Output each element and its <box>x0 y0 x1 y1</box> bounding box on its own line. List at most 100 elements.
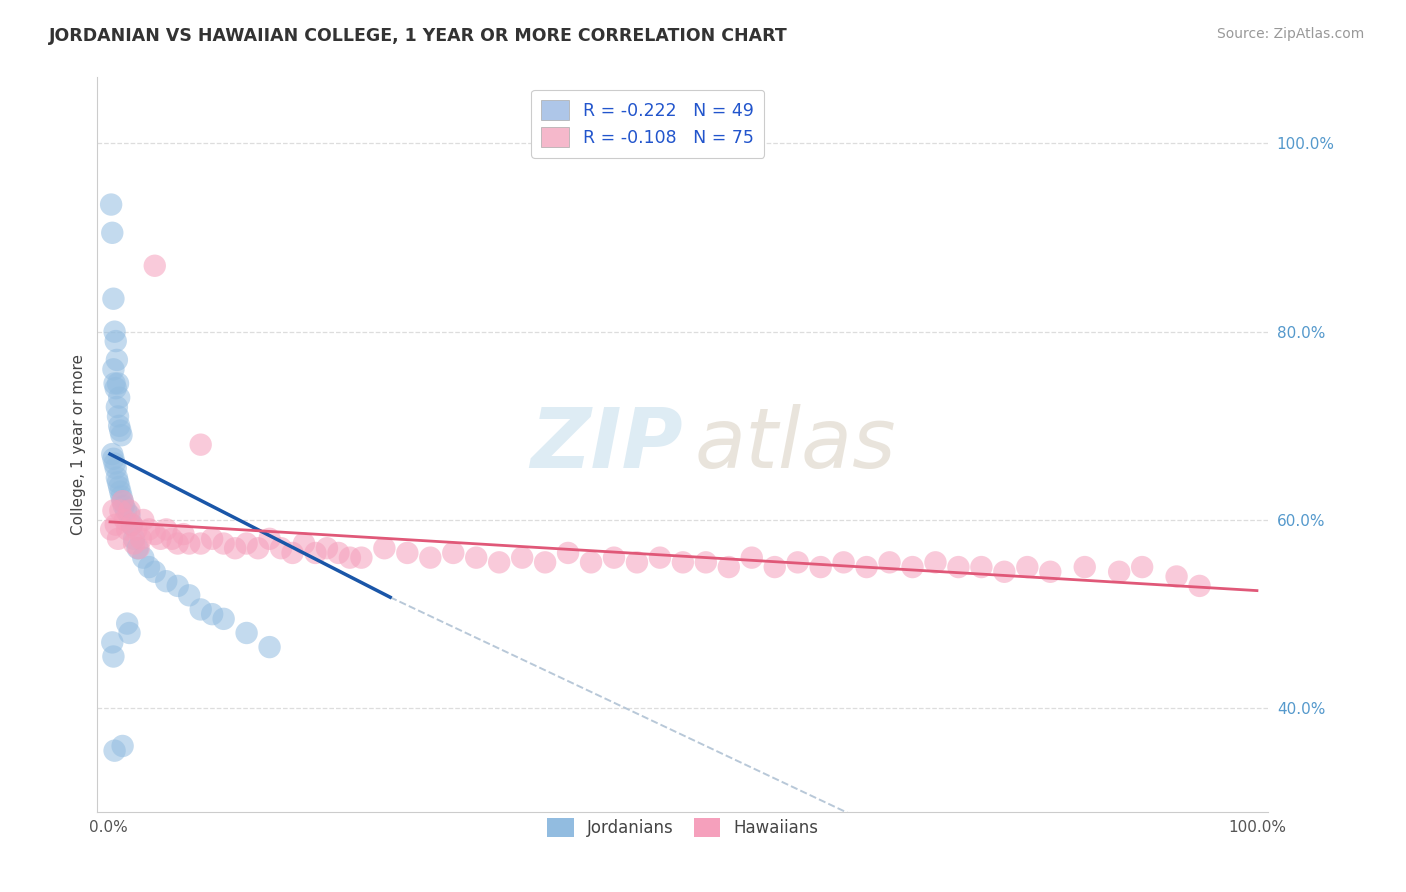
Point <box>138 560 160 574</box>
Point <box>155 574 177 589</box>
Point <box>110 490 132 504</box>
Point <box>100 522 122 536</box>
Point <box>190 536 212 550</box>
Point <box>118 626 141 640</box>
Point <box>190 602 212 616</box>
Point <box>129 532 152 546</box>
Point <box>350 550 373 565</box>
Point <box>125 522 148 536</box>
Point <box>166 579 188 593</box>
Point <box>672 555 695 569</box>
Point <box>100 197 122 211</box>
Point <box>717 560 740 574</box>
Point <box>127 541 149 556</box>
Point <box>270 541 292 556</box>
Point <box>235 626 257 640</box>
Point <box>879 555 901 569</box>
Point <box>832 555 855 569</box>
Point <box>304 546 326 560</box>
Point <box>328 546 350 560</box>
Point <box>1130 560 1153 574</box>
Point <box>855 560 877 574</box>
Point <box>105 352 128 367</box>
Point <box>534 555 557 569</box>
Point <box>103 649 125 664</box>
Point <box>1108 565 1130 579</box>
Text: atlas: atlas <box>695 404 896 485</box>
Point <box>111 739 134 753</box>
Point <box>110 484 132 499</box>
Point <box>1166 569 1188 583</box>
Point <box>121 517 143 532</box>
Point <box>1188 579 1211 593</box>
Point <box>104 334 127 348</box>
Point <box>111 494 134 508</box>
Point <box>235 536 257 550</box>
Point <box>741 550 763 565</box>
Point <box>259 640 281 654</box>
Point <box>104 461 127 475</box>
Point <box>281 546 304 560</box>
Point <box>339 550 361 565</box>
Point <box>101 447 124 461</box>
Point <box>105 470 128 484</box>
Point <box>122 536 145 550</box>
Point <box>488 555 510 569</box>
Point <box>763 560 786 574</box>
Point <box>557 546 579 560</box>
Point <box>103 325 125 339</box>
Point <box>316 541 339 556</box>
Text: Source: ZipAtlas.com: Source: ZipAtlas.com <box>1216 27 1364 41</box>
Point <box>143 565 166 579</box>
Point <box>212 612 235 626</box>
Point <box>419 550 441 565</box>
Point <box>114 513 136 527</box>
Point <box>107 409 129 424</box>
Point <box>132 513 155 527</box>
Point <box>212 536 235 550</box>
Point <box>103 457 125 471</box>
Point <box>179 536 201 550</box>
Text: JORDANIAN VS HAWAIIAN COLLEGE, 1 YEAR OR MORE CORRELATION CHART: JORDANIAN VS HAWAIIAN COLLEGE, 1 YEAR OR… <box>49 27 787 45</box>
Point <box>101 226 124 240</box>
Point <box>603 550 626 565</box>
Point <box>1017 560 1039 574</box>
Point <box>103 362 125 376</box>
Point <box>948 560 970 574</box>
Point <box>110 503 132 517</box>
Point <box>110 424 132 438</box>
Point <box>155 522 177 536</box>
Point <box>441 546 464 560</box>
Point <box>103 503 125 517</box>
Point <box>1039 565 1062 579</box>
Point <box>993 565 1015 579</box>
Point <box>143 259 166 273</box>
Point <box>810 560 832 574</box>
Point <box>247 541 270 556</box>
Point <box>108 480 131 494</box>
Point <box>695 555 717 569</box>
Point <box>143 527 166 541</box>
Point <box>132 550 155 565</box>
Point <box>1073 560 1095 574</box>
Y-axis label: College, 1 year or more: College, 1 year or more <box>72 354 86 535</box>
Point <box>648 550 671 565</box>
Point <box>970 560 993 574</box>
Point <box>110 428 132 442</box>
Point <box>201 532 224 546</box>
Point <box>115 503 138 517</box>
Point <box>224 541 246 556</box>
Point <box>104 517 127 532</box>
Point <box>115 522 138 536</box>
Point <box>259 532 281 546</box>
Point <box>108 418 131 433</box>
Point <box>373 541 395 556</box>
Point <box>201 607 224 622</box>
Point <box>108 391 131 405</box>
Point <box>103 451 125 466</box>
Point <box>292 536 315 550</box>
Point <box>112 499 135 513</box>
Point <box>122 532 145 546</box>
Point <box>107 475 129 490</box>
Point <box>138 522 160 536</box>
